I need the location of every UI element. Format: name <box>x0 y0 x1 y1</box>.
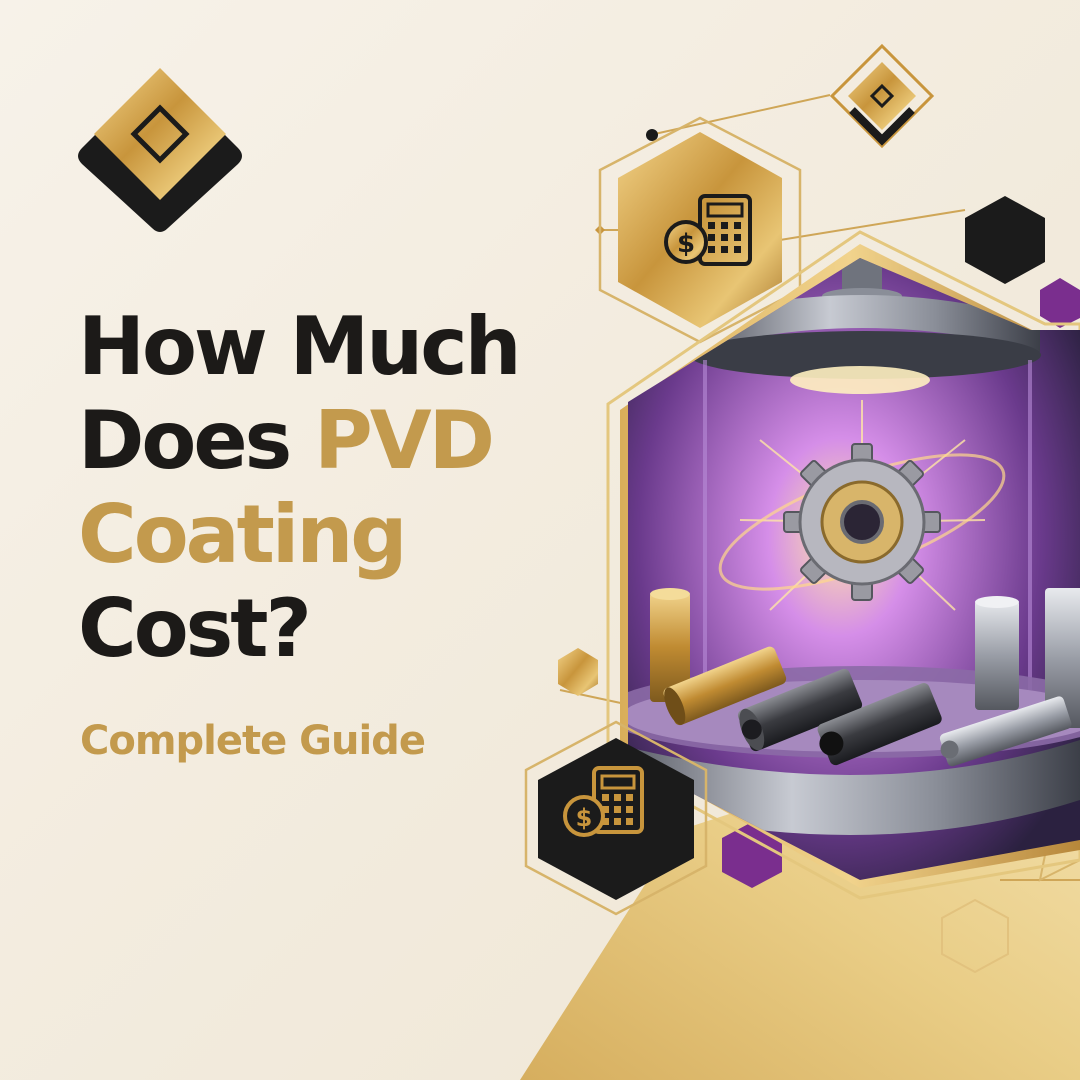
black-hexagon <box>965 196 1045 284</box>
headline-line-2: Does PVD <box>78 394 519 488</box>
gold-rod <box>663 646 787 726</box>
steel-cylinder <box>1045 588 1080 728</box>
steel-cylinder <box>975 600 1019 710</box>
headline-line-3: Coating <box>78 488 408 581</box>
headline-does: Does <box>78 394 315 487</box>
headline-line-4: Cost? <box>78 582 312 675</box>
purple-hexagon <box>1040 278 1080 328</box>
svg-text:$: $ <box>576 804 593 832</box>
black-rod <box>817 683 942 766</box>
headline-pvd: PVD <box>314 394 495 487</box>
gear-icon <box>783 443 941 601</box>
calculator-dollar-icon: $ <box>524 720 708 916</box>
steel-rod <box>939 696 1072 767</box>
gold-cylinder <box>650 592 690 702</box>
svg-text:$: $ <box>677 229 695 259</box>
headline: How Much Does PVD Coating Cost? <box>78 300 522 676</box>
gold-hexagon <box>558 648 598 696</box>
small-diamond-icon <box>829 43 935 149</box>
calculator-dollar-icon: $ <box>598 116 802 344</box>
pvd-coating-chamber-illustration <box>606 230 1080 900</box>
subtitle: Complete Guide <box>80 718 426 764</box>
purple-hexagon <box>722 822 782 888</box>
headline-line-1: How Much <box>78 300 522 393</box>
steel-rod <box>737 668 863 752</box>
diamond-logo-icon <box>78 68 242 232</box>
